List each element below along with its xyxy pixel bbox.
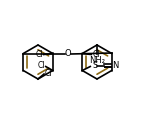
Text: Cl: Cl [45, 69, 53, 77]
Text: Cl: Cl [37, 61, 45, 70]
Text: NH₂: NH₂ [89, 56, 105, 65]
Text: S: S [92, 61, 98, 70]
Text: O: O [64, 49, 71, 58]
Text: N: N [112, 61, 119, 70]
Text: Cl: Cl [92, 50, 100, 59]
Text: Cl: Cl [35, 50, 43, 59]
